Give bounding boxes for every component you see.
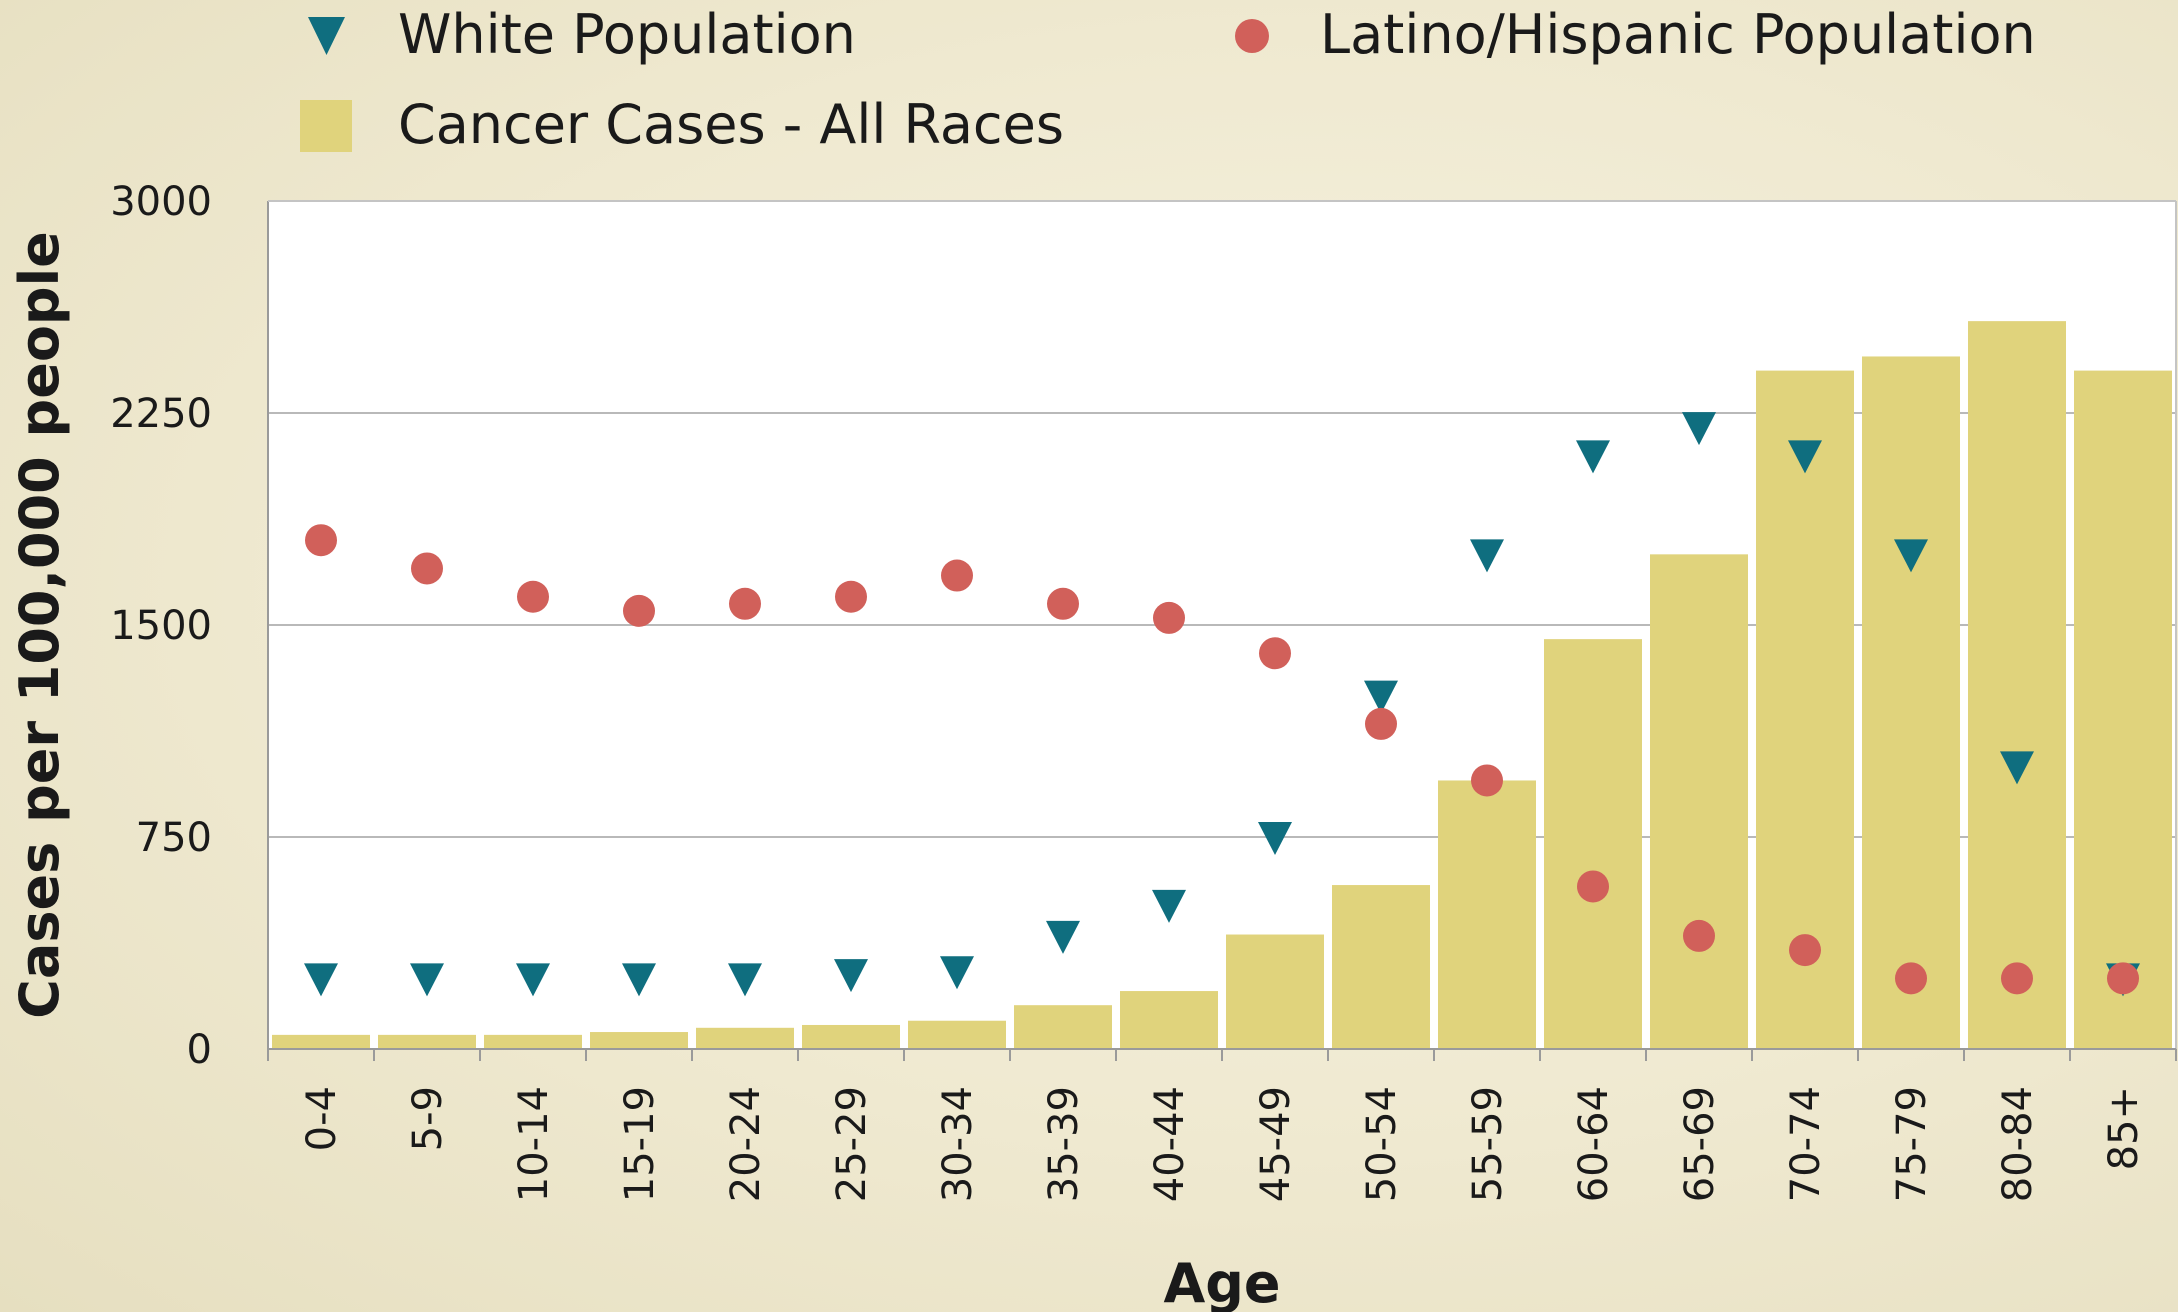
legend: White Population Latino/Hispanic Populat… — [300, 3, 2036, 156]
legend-marker-latino-hispanic-population — [1235, 19, 1269, 53]
x-tick-label-70-74: 70-74 — [1783, 1086, 1829, 1202]
point-latino-hispanic-population-0-4 — [305, 524, 337, 556]
y-axis-title: Cases per 100,000 people — [8, 231, 71, 1018]
bar-30-34 — [908, 1021, 1006, 1049]
point-latino-hispanic-population-50-54 — [1365, 708, 1397, 740]
point-latino-hispanic-population-55-59 — [1471, 764, 1503, 796]
y-tick-label-2250: 2250 — [110, 391, 212, 437]
legend-label-cancer-cases: Cancer Cases - All Races — [398, 93, 1064, 156]
y-tick-label-1500: 1500 — [110, 603, 212, 649]
point-latino-hispanic-population-45-49 — [1259, 637, 1291, 669]
legend-marker-white-population — [308, 17, 345, 55]
x-tick-label-60-64: 60-64 — [1571, 1086, 1617, 1202]
point-latino-hispanic-population-60-64 — [1577, 870, 1609, 902]
point-latino-hispanic-population-35-39 — [1047, 588, 1079, 620]
x-tick-label-45-49: 45-49 — [1253, 1086, 1299, 1202]
x-tick-label-40-44: 40-44 — [1147, 1086, 1193, 1202]
bar-25-29 — [802, 1025, 900, 1049]
x-tick-label-85: 85+ — [2101, 1086, 2147, 1170]
point-latino-hispanic-population-65-69 — [1683, 920, 1715, 952]
point-latino-hispanic-population-5-9 — [411, 552, 443, 584]
x-tick-label-55-59: 55-59 — [1465, 1086, 1511, 1202]
bar-40-44 — [1120, 991, 1218, 1049]
point-latino-hispanic-population-25-29 — [835, 581, 867, 613]
bar-20-24 — [696, 1028, 794, 1049]
x-tick-label-50-54: 50-54 — [1359, 1086, 1405, 1202]
x-tick-label-0-4: 0-4 — [299, 1086, 345, 1151]
x-tick-label-35-39: 35-39 — [1041, 1086, 1087, 1202]
x-tick-label-75-79: 75-79 — [1889, 1086, 1935, 1202]
point-latino-hispanic-population-40-44 — [1153, 602, 1185, 634]
legend-item-white-population: White Population — [308, 3, 856, 66]
legend-item-cancer-cases: Cancer Cases - All Races — [300, 93, 1064, 156]
legend-label-white-population: White Population — [398, 3, 856, 66]
bar-75-79 — [1862, 356, 1960, 1049]
point-latino-hispanic-population-80-84 — [2001, 962, 2033, 994]
bar-0-4 — [272, 1035, 370, 1049]
legend-label-latino-hispanic-population: Latino/Hispanic Population — [1320, 3, 2036, 66]
bar-5-9 — [378, 1035, 476, 1049]
x-tick-label-80-84: 80-84 — [1995, 1086, 2041, 1202]
bar-85 — [2074, 371, 2172, 1049]
x-axis-title: Age — [1163, 1252, 1280, 1312]
point-latino-hispanic-population-15-19 — [623, 595, 655, 627]
bar-45-49 — [1226, 935, 1324, 1049]
point-latino-hispanic-population-10-14 — [517, 581, 549, 613]
point-latino-hispanic-population-70-74 — [1789, 934, 1821, 966]
x-tick-label-25-29: 25-29 — [829, 1086, 875, 1202]
point-latino-hispanic-population-85 — [2107, 962, 2139, 994]
bar-80-84 — [1968, 321, 2066, 1049]
bar-10-14 — [484, 1035, 582, 1049]
x-tick-label-5-9: 5-9 — [405, 1086, 451, 1151]
bar-60-64 — [1544, 639, 1642, 1049]
bar-65-69 — [1650, 554, 1748, 1049]
point-latino-hispanic-population-20-24 — [729, 588, 761, 620]
y-tick-label-750: 750 — [136, 815, 212, 861]
bar-55-59 — [1438, 780, 1536, 1049]
x-tick-label-15-19: 15-19 — [617, 1086, 663, 1202]
x-tick-label-65-69: 65-69 — [1677, 1086, 1723, 1202]
point-latino-hispanic-population-75-79 — [1895, 962, 1927, 994]
x-tick-label-10-14: 10-14 — [511, 1086, 557, 1202]
point-latino-hispanic-population-30-34 — [941, 560, 973, 592]
y-tick-label-0: 0 — [187, 1027, 212, 1073]
bar-15-19 — [590, 1032, 688, 1049]
bar-35-39 — [1014, 1005, 1112, 1049]
bar-50-54 — [1332, 885, 1430, 1049]
x-tick-label-20-24: 20-24 — [723, 1086, 769, 1202]
y-tick-label-3000: 3000 — [110, 179, 212, 225]
legend-marker-cancer-cases — [300, 100, 352, 152]
x-tick-label-30-34: 30-34 — [935, 1086, 981, 1202]
legend-item-latino-hispanic-population: Latino/Hispanic Population — [1235, 3, 2036, 66]
